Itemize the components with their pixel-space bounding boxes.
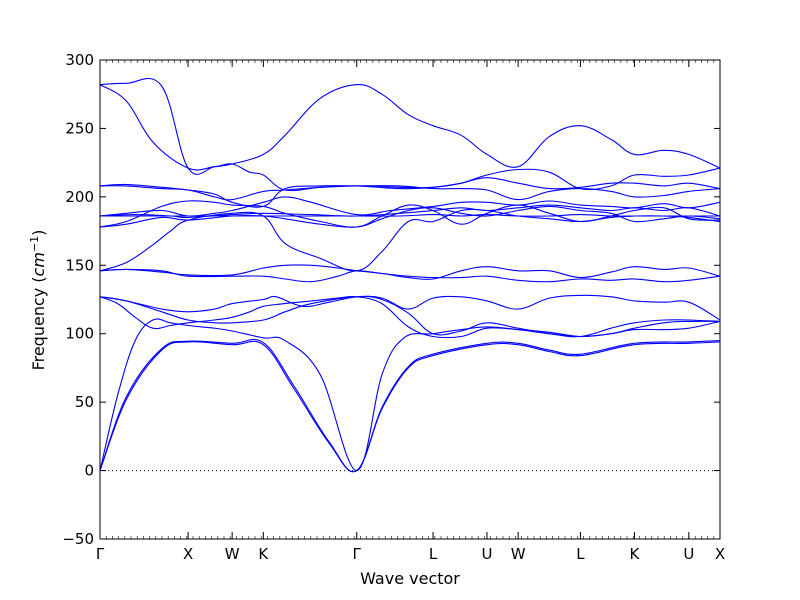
- phonon-branch-line: [99, 177, 721, 208]
- x-tick-label: W: [511, 545, 526, 563]
- phonon-branch-line: [99, 200, 721, 228]
- phonon-branch-line: [99, 196, 721, 217]
- y-axis: −50 0 50 100 150 200 250 300: [62, 51, 720, 548]
- y-tick-label: 0: [84, 462, 94, 480]
- phonon-branch-line: [99, 295, 721, 338]
- y-tick-label: −50: [62, 530, 94, 548]
- y-tick-label: 100: [65, 325, 94, 343]
- x-tick-label: K: [630, 545, 641, 563]
- phonon-branch-line: [99, 338, 721, 473]
- x-tick-label: X: [715, 545, 725, 563]
- x-tick-label: X: [183, 545, 193, 563]
- phonon-branch-line: [99, 268, 721, 283]
- phonon-branch-line: [99, 295, 721, 339]
- x-tick-label: U: [481, 545, 492, 563]
- phonon-branch-line: [99, 294, 721, 321]
- x-tick-label: Γ: [96, 545, 105, 563]
- y-tick-label: 300: [65, 51, 94, 69]
- phonon-branch-line: [99, 208, 721, 272]
- x-tick-label: L: [429, 545, 438, 563]
- x-axis-title: Wave vector: [360, 569, 460, 588]
- phonon-branch-line: [99, 84, 721, 192]
- x-tick-label: Γ: [353, 545, 362, 563]
- y-tick-label: 150: [65, 256, 94, 274]
- x-tick-label: U: [683, 545, 694, 563]
- x-tick-label: L: [576, 545, 585, 563]
- y-tick-label: 50: [75, 393, 94, 411]
- x-tick-label: K: [258, 545, 269, 563]
- x-tick-label: W: [225, 545, 240, 563]
- phonon-branch-line: [99, 77, 721, 175]
- y-axis-title: Frequency (cm−1): [28, 230, 48, 371]
- phonon-branch-line: [99, 264, 721, 280]
- y-tick-label: 250: [65, 119, 94, 137]
- phonon-branch-line: [99, 340, 721, 473]
- series-lines: [99, 77, 721, 473]
- y-tick-label: 200: [65, 188, 94, 206]
